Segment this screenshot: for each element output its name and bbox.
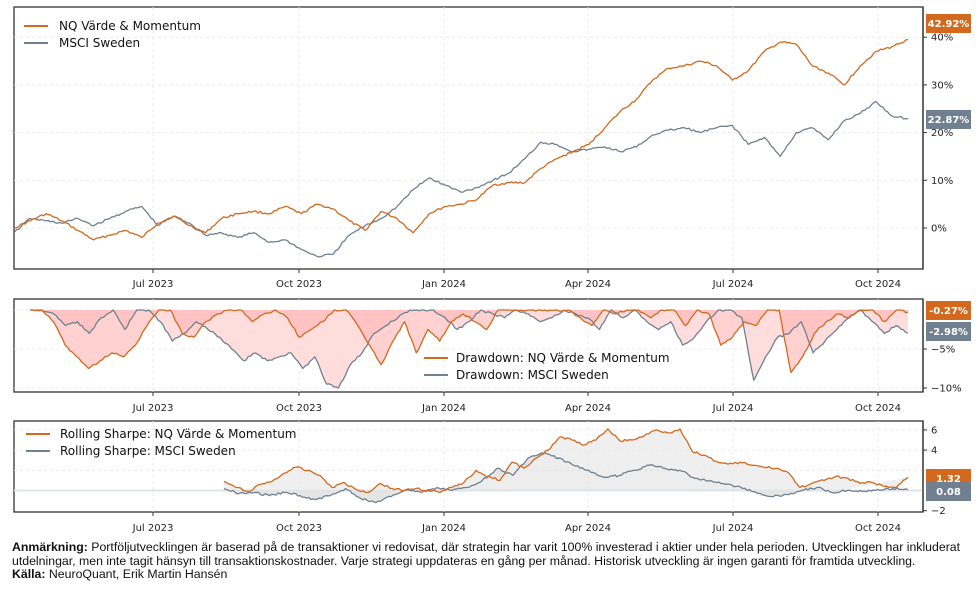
x-tick-label: Oct 2023 [276,523,322,534]
x-tick-label: Oct 2024 [855,279,901,290]
end-value-badge-benchmark [926,322,971,341]
x-tick-label: Jan 2024 [421,523,466,534]
series-line-strategy [223,428,909,494]
y-tick-label: 20% [931,128,953,139]
series-line-strategy [13,38,909,241]
performance-chart-figure: 0% 10% 20% 30% 40% Jul 2023 Oct 2023 Jan 2024 A… [13,6,971,534]
legend: NQ Värde & Momentum MSCI Sweden [24,19,201,50]
y-axis-ticks: 6 4 −2 [922,421,946,517]
y-tick-label: −10% [931,384,962,395]
y-tick-label: 40% [931,33,953,44]
y-tick-label: 10% [931,176,953,187]
y-axis-ticks: 0% 10% 20% 30% 40% [922,7,953,269]
x-tick-label: Apr 2024 [565,523,611,534]
x-tick-label: Oct 2023 [276,403,322,414]
gridlines [14,7,923,269]
legend-label-strategy: Rolling Sharpe: NQ Värde & Momentum [60,427,297,441]
drawdown-area-benchmark [30,310,908,388]
x-axis-ticks: Jul 2023 Oct 2023 Jan 2024 Apr 2024 Jul 2024… [132,512,901,534]
x-tick-label: Oct 2024 [855,403,901,414]
panel-frame [13,6,924,270]
source-label: Källa: [12,567,46,582]
x-axis-ticks: Jul 2023 Oct 2023 Jan 2024 Apr 2024 Jul 2024… [132,269,901,290]
end-value-label: 0.08 [936,487,961,498]
legend-label-strategy: NQ Värde & Momentum [59,19,201,33]
legend-label-benchmark: Rolling Sharpe: MSCI Sweden [60,444,236,458]
disclaimer-label: Anmärkning: [12,540,88,554]
end-value-label: -2.98% [929,327,968,338]
x-tick-label: Jul 2023 [132,279,174,290]
legend: Rolling Sharpe: NQ Värde & Momentum Roll… [26,427,297,458]
disclaimer: Anmärkning: Portföljutvecklingen är base… [12,540,967,568]
end-value-label: 22.87% [928,115,970,126]
x-tick-label: Jul 2023 [132,523,174,534]
y-tick-label: 6 [931,425,937,436]
end-value-badge-strategy [926,14,971,33]
series-line-benchmark [223,452,909,504]
source-text: NeuroQuant, Erik Martin Hansén [45,567,228,582]
x-tick-label: Jul 2024 [712,403,754,414]
end-value-badge-benchmark [926,482,971,501]
sharpe-benchmark-area [224,453,908,503]
x-tick-label: Oct 2024 [855,523,901,534]
end-value-badge-benchmark [926,110,971,129]
y-tick-label: 30% [931,80,953,91]
x-tick-label: Apr 2024 [565,403,611,414]
legend-label-benchmark: Drawdown: MSCI Sweden [456,368,609,382]
legend-label-benchmark: MSCI Sweden [59,36,140,50]
end-value-label: 42.92% [928,19,970,30]
cumulative-return-panel: 0% 10% 20% 30% 40% Jul 2023 Oct 2023 Jan 2024 A… [13,6,971,290]
end-value-badge-strategy [926,301,971,320]
rolling-sharpe-panel: 64−2 Jul 2023 Oct 2023 Jan 2024 Apr 2024 Jul… [13,420,971,534]
x-tick-label: Jul 2023 [132,403,174,414]
x-tick-label: Jan 2024 [421,279,466,290]
x-tick-label: Jul 2024 [712,279,754,290]
sharpe-spread-area [224,428,908,503]
y-tick-label: −2 [931,506,946,517]
y-axis-ticks: −5% −10% [922,299,962,395]
drawdown-panel: −5% −10% Jul 2023 Oct 2023 Jan 2024 Apr 2024… [13,298,971,414]
x-tick-label: Jul 2024 [712,523,754,534]
x-axis-ticks: Jul 2023 Oct 2023 Jan 2024 Apr 2024 Jul 2024… [132,392,901,414]
series-line-strategy [30,309,909,374]
disclaimer-text: Portföljutvecklingen är baserad på de tr… [12,540,961,568]
y-tick-label: 0% [931,224,947,235]
x-tick-label: Apr 2024 [565,279,611,290]
footnote: Anmärkning: Portföljutvecklingen är base… [12,540,967,582]
legend: Drawdown: NQ Värde & Momentum Drawdown: … [424,351,670,382]
drawdown-area-strategy [30,310,908,373]
x-tick-label: Oct 2023 [276,279,322,290]
series-line-benchmark [30,309,909,389]
y-tick-label: 4 [931,446,937,457]
source: Källa: NeuroQuant, Erik Martin Hansén [12,567,967,582]
end-value-label: 1.32 [936,474,961,485]
legend-label-strategy: Drawdown: NQ Värde & Momentum [456,351,670,365]
end-value-label: -0.27% [929,306,968,317]
y-tick-label: −5% [931,345,955,356]
x-tick-label: Jan 2024 [421,403,466,414]
